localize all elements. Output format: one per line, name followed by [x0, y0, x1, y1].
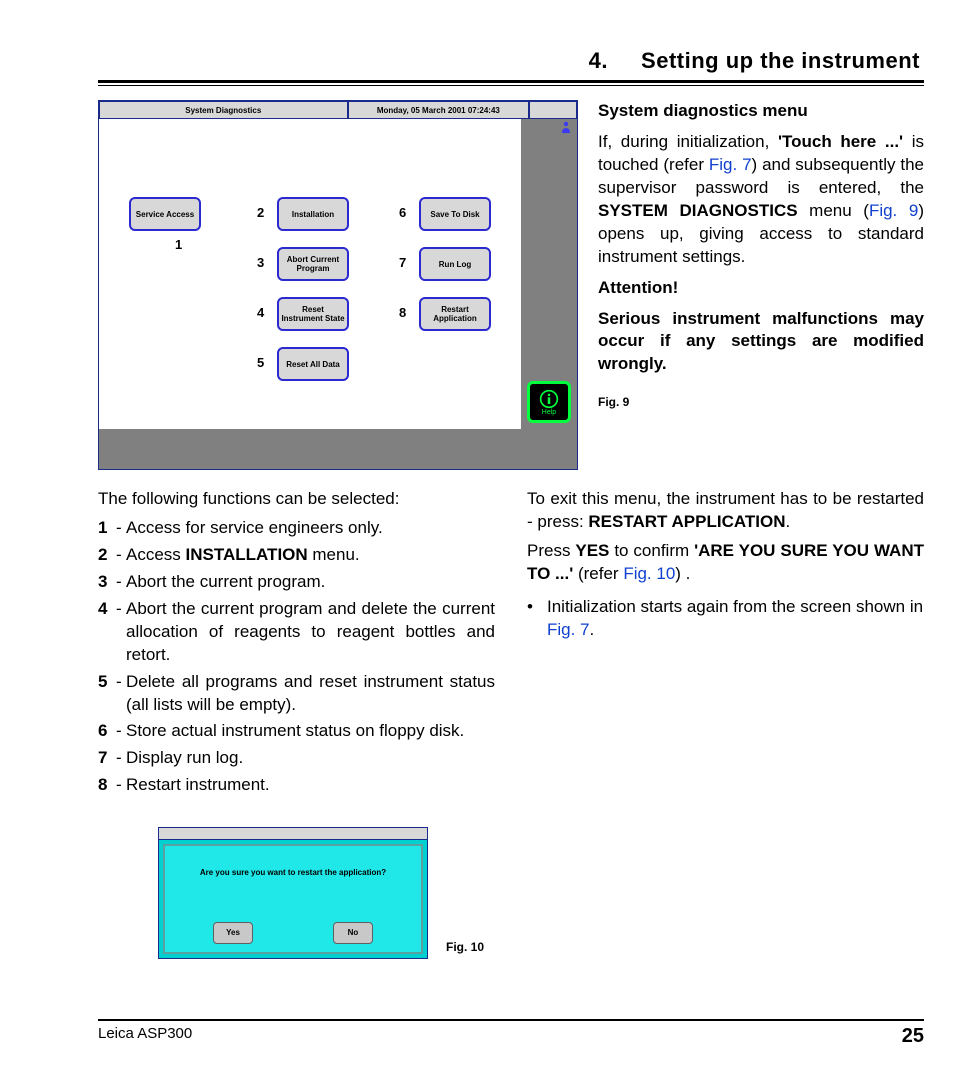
label-3: 3 — [257, 255, 264, 270]
page-footer: Leica ASP300 25 — [98, 1019, 924, 1048]
save-disk-button[interactable]: Save To Disk — [419, 197, 491, 231]
label-8: 8 — [399, 305, 406, 320]
fig9-footer-bar — [99, 429, 577, 469]
function-list: 1-Access for service engineers only. 2-A… — [98, 517, 495, 797]
section-heading: System diagnostics menu — [598, 100, 924, 123]
fig9-titlebar: System Diagnostics Monday, 05 March 2001… — [99, 101, 577, 119]
list-item: 8-Restart instrument. — [98, 774, 495, 797]
list-item: 3-Abort the current program. — [98, 571, 495, 594]
abort-program-button[interactable]: Abort Current Program — [277, 247, 349, 281]
chapter-heading: 4. Setting up the instrument — [98, 48, 924, 74]
fig9-title-right: Monday, 05 March 2001 07:24:43 — [348, 101, 530, 119]
label-1: 1 — [175, 237, 182, 252]
header-rule-thin — [98, 85, 924, 86]
reset-state-button[interactable]: Reset Instrument State — [277, 297, 349, 331]
chapter-title-text: Setting up the instrument — [641, 48, 920, 73]
help-button[interactable]: Help — [527, 381, 571, 423]
figref-10: Fig. 10 — [623, 564, 675, 583]
warning-text: Serious instrument malfunctions may occu… — [598, 308, 924, 377]
label-4: 4 — [257, 305, 264, 320]
figref-7b: Fig. 7 — [547, 620, 590, 639]
list-item: 6-Store actual instrument status on flop… — [98, 720, 495, 743]
fig9-title-spacer — [529, 101, 577, 119]
footer-page-number: 25 — [902, 1025, 924, 1048]
label-6: 6 — [399, 205, 406, 220]
attention-heading: Attention! — [598, 277, 924, 300]
yes-button[interactable]: Yes — [213, 922, 253, 944]
label-2: 2 — [257, 205, 264, 220]
fig10-titlebar — [159, 828, 427, 840]
paragraph-diagnostics: If, during initialization, 'Touch here .… — [598, 131, 924, 269]
info-icon — [539, 389, 559, 409]
figref-7: Fig. 7 — [709, 155, 752, 174]
fig10-dialog: Are you sure you want to restart the app… — [158, 827, 428, 959]
init-bullet: • Initialization starts again from the s… — [527, 596, 924, 642]
fig9-sidebar: Help — [521, 119, 577, 429]
installation-button[interactable]: Installation — [277, 197, 349, 231]
label-5: 5 — [257, 355, 264, 370]
list-item: 1-Access for service engineers only. — [98, 517, 495, 540]
list-item: 5-Delete all programs and reset instrume… — [98, 671, 495, 717]
help-label: Help — [542, 409, 556, 416]
exit-instructions: To exit this menu, the instrument has to… — [527, 488, 924, 534]
list-item: 2-Access INSTALLATION menu. — [98, 544, 495, 567]
header-rule-thick — [98, 80, 924, 83]
service-access-button[interactable]: Service Access — [129, 197, 201, 231]
label-7: 7 — [399, 255, 406, 270]
chapter-number: 4. — [589, 48, 608, 73]
user-icon — [561, 121, 571, 136]
list-item: 4-Abort the current program and delete t… — [98, 598, 495, 667]
no-button[interactable]: No — [333, 922, 373, 944]
figref-9: Fig. 9 — [869, 201, 918, 220]
fig9-label: Fig. 9 — [598, 394, 924, 410]
reset-all-button[interactable]: Reset All Data — [277, 347, 349, 381]
confirm-question: Are you sure you want to restart the app… — [200, 868, 386, 879]
fig10-label: Fig. 10 — [446, 939, 484, 959]
footer-product: Leica ASP300 — [98, 1025, 192, 1048]
functions-intro: The following functions can be selected: — [98, 488, 495, 511]
fig9-main-panel: Service Access 1 2 Installation 3 Abort … — [99, 119, 521, 429]
confirm-instructions: Press YES to confirm 'ARE YOU SURE YOU W… — [527, 540, 924, 586]
list-item: 7-Display run log. — [98, 747, 495, 770]
fig9-title-left: System Diagnostics — [99, 101, 348, 119]
run-log-button[interactable]: Run Log — [419, 247, 491, 281]
fig9-screenshot: System Diagnostics Monday, 05 March 2001… — [98, 100, 578, 470]
restart-app-button[interactable]: Restart Application — [419, 297, 491, 331]
